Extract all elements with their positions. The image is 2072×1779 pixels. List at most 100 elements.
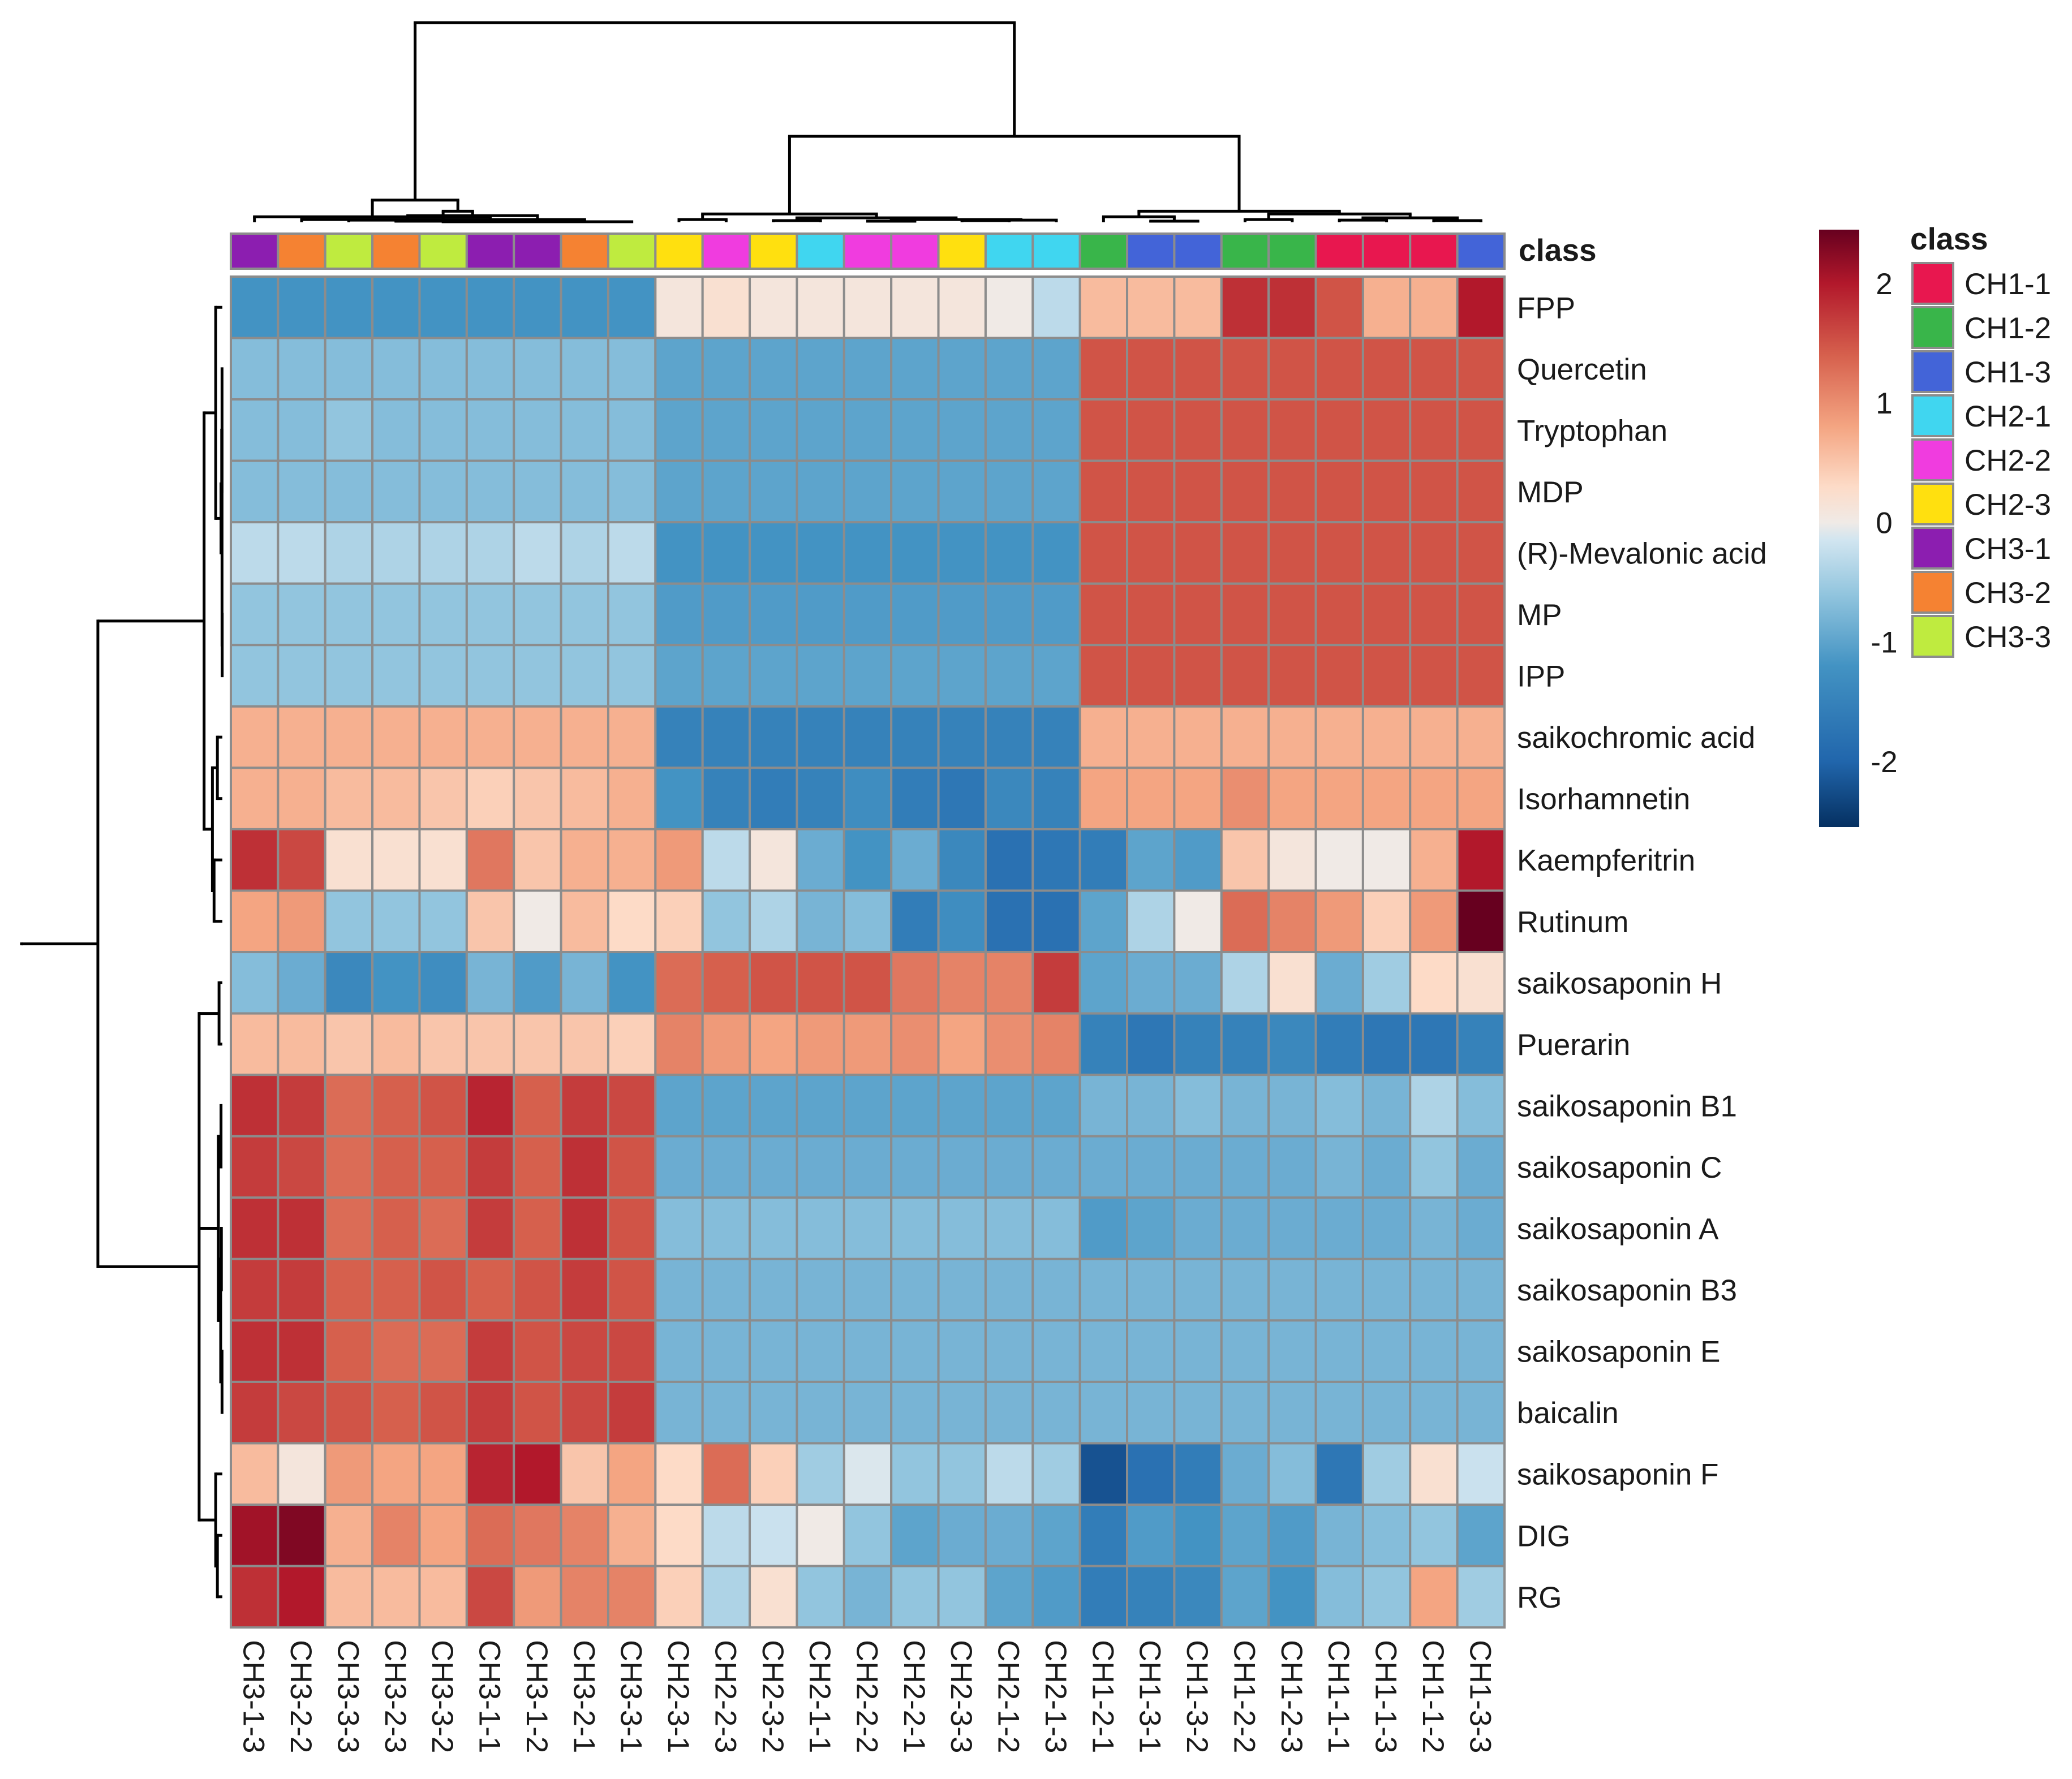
heatmap-cell bbox=[796, 1442, 845, 1506]
heatmap-cell bbox=[607, 644, 657, 708]
heatmap-cell bbox=[324, 1012, 374, 1076]
heatmap-cell bbox=[230, 828, 280, 892]
heatmap-cell bbox=[513, 1196, 562, 1260]
heatmap-cell bbox=[513, 398, 562, 462]
heatmap-cell bbox=[749, 1135, 798, 1199]
heatmap-cell bbox=[890, 1012, 940, 1076]
heatmap-cell bbox=[418, 1012, 468, 1076]
heatmap-cell bbox=[1267, 766, 1317, 830]
heatmap-cell bbox=[1031, 1380, 1081, 1445]
heatmap-cell bbox=[1173, 1380, 1223, 1445]
heatmap-cell bbox=[1220, 1504, 1270, 1567]
heatmap-cell bbox=[796, 1380, 845, 1445]
class-annotation-cell bbox=[277, 232, 326, 270]
heatmap-cell bbox=[1078, 889, 1129, 954]
heatmap-cell bbox=[1409, 521, 1459, 585]
heatmap-cell bbox=[277, 705, 326, 769]
row-label: FPP bbox=[1517, 291, 1575, 325]
heatmap-cell bbox=[701, 644, 751, 708]
heatmap-cell bbox=[607, 766, 657, 830]
heatmap-cell bbox=[842, 337, 893, 401]
heatmap-cell bbox=[513, 337, 562, 401]
class-annotation-cell bbox=[984, 232, 1034, 270]
heatmap-cell bbox=[984, 1442, 1034, 1506]
heatmap-cell bbox=[1409, 1504, 1459, 1567]
heatmap-cell bbox=[1173, 1257, 1223, 1322]
heatmap-cell bbox=[371, 521, 421, 585]
heatmap-cell bbox=[842, 1442, 893, 1506]
heatmap-cell bbox=[796, 1504, 845, 1567]
heatmap-cell bbox=[230, 337, 280, 401]
class-legend-label: CH2-1 bbox=[1964, 400, 2051, 433]
heatmap-cell bbox=[890, 766, 940, 830]
heatmap-cell bbox=[890, 275, 940, 339]
heatmap-cell bbox=[749, 1012, 798, 1076]
heatmap-cell bbox=[560, 1257, 609, 1322]
class-annotation-bar bbox=[230, 232, 1506, 270]
heatmap-cell bbox=[513, 459, 562, 524]
heatmap-cell bbox=[749, 1565, 798, 1629]
heatmap-cell bbox=[607, 1319, 657, 1383]
heatmap-cell bbox=[937, 1380, 987, 1445]
colorbar-tick-label: 1 bbox=[1876, 387, 1892, 420]
class-annotation-cell bbox=[371, 232, 421, 270]
heatmap-cell bbox=[607, 889, 657, 954]
heatmap-cell bbox=[1314, 1135, 1364, 1199]
row-label: saikosaponin F bbox=[1517, 1458, 1718, 1492]
heatmap-cell bbox=[1267, 1565, 1317, 1629]
heatmap-cell bbox=[701, 1319, 751, 1383]
heatmap-cell bbox=[324, 275, 374, 339]
heatmap-cell bbox=[796, 275, 845, 339]
heatmap-cell bbox=[1409, 1380, 1459, 1445]
class-legend-label: CH2-2 bbox=[1964, 444, 2051, 477]
heatmap-cell bbox=[701, 766, 751, 830]
heatmap-cell bbox=[1456, 828, 1506, 892]
heatmap-cell bbox=[937, 705, 987, 769]
heatmap-cell bbox=[984, 1565, 1034, 1629]
heatmap-cell bbox=[1361, 1012, 1412, 1076]
heatmap-cell bbox=[418, 1380, 468, 1445]
heatmap-cell bbox=[1314, 521, 1364, 585]
heatmap-cell bbox=[1409, 1319, 1459, 1383]
heatmap-cell bbox=[277, 1196, 326, 1260]
heatmap-cell bbox=[1409, 337, 1459, 401]
heatmap-cell bbox=[607, 1074, 657, 1138]
heatmap-cell bbox=[1361, 828, 1412, 892]
column-label: CH2-3-1 bbox=[661, 1640, 695, 1753]
heatmap-cell bbox=[277, 275, 326, 339]
heatmap-cell bbox=[842, 521, 893, 585]
class-annotation-cell bbox=[230, 232, 280, 270]
heatmap-cell bbox=[418, 1196, 468, 1260]
heatmap-cell bbox=[654, 1319, 704, 1383]
heatmap-cell bbox=[1314, 1257, 1364, 1322]
heatmap-cell bbox=[277, 644, 326, 708]
heatmap-cell bbox=[1173, 1135, 1223, 1199]
heatmap-cell bbox=[1267, 1196, 1317, 1260]
heatmap-cell bbox=[1173, 398, 1223, 462]
heatmap-cell bbox=[1031, 1319, 1081, 1383]
heatmap-cell bbox=[230, 644, 280, 708]
heatmap-cell bbox=[1173, 459, 1223, 524]
heatmap-cell bbox=[1031, 1074, 1081, 1138]
heatmap-cell bbox=[465, 1380, 515, 1445]
heatmap-cell bbox=[654, 889, 704, 954]
class-legend-swatch bbox=[1911, 571, 1954, 614]
heatmap-cell bbox=[1267, 521, 1317, 585]
heatmap-cell bbox=[701, 1442, 751, 1506]
heatmap-cell bbox=[1314, 766, 1364, 830]
heatmap-cell bbox=[1078, 398, 1129, 462]
heatmap-cell bbox=[465, 1442, 515, 1506]
heatmap-cell bbox=[371, 1135, 421, 1199]
heatmap-cell bbox=[1126, 889, 1176, 954]
heatmap-cell bbox=[1267, 1319, 1317, 1383]
heatmap-cell bbox=[984, 951, 1034, 1015]
column-label: CH1-1-3 bbox=[1369, 1640, 1403, 1753]
heatmap-cell bbox=[1220, 951, 1270, 1015]
heatmap-cell bbox=[701, 275, 751, 339]
heatmap-cell bbox=[513, 828, 562, 892]
heatmap-cell bbox=[984, 582, 1034, 647]
heatmap-cell bbox=[890, 1257, 940, 1322]
heatmap-cell bbox=[465, 275, 515, 339]
heatmap-cell bbox=[371, 1074, 421, 1138]
heatmap-cell bbox=[1456, 1196, 1506, 1260]
